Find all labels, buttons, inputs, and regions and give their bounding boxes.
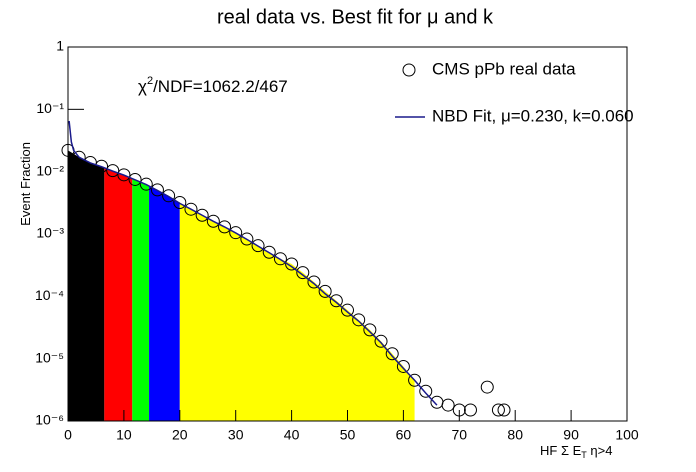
data-point (206, 214, 220, 228)
band (149, 185, 180, 421)
x-tick-label: 60 (396, 427, 412, 443)
data-point (285, 257, 299, 271)
data-point (218, 220, 232, 234)
data-point (173, 196, 187, 210)
x-tick-label: 0 (64, 427, 72, 443)
data-point (262, 245, 276, 259)
data-point (106, 164, 120, 178)
data-point (408, 373, 422, 387)
data-point (128, 172, 142, 186)
data-point (251, 239, 265, 253)
data-point (72, 150, 86, 164)
data-point (229, 226, 243, 240)
data-point (95, 159, 109, 173)
data-point (150, 183, 164, 197)
y-tick-label: 10⁻⁵ (35, 349, 64, 365)
x-tick-label: 80 (507, 427, 523, 443)
y-tick-label: 10⁻⁶ (35, 412, 64, 428)
band (132, 178, 150, 421)
data-point (452, 403, 466, 417)
x-tick-label: 90 (563, 427, 579, 443)
annotation-text: /NDF=1062.2/467 (153, 77, 288, 96)
x-tick-label: 100 (615, 427, 639, 443)
x-label-tail: η>4 (587, 443, 613, 458)
band (104, 167, 133, 421)
data-point (329, 294, 343, 308)
y-tick-label: 10⁻¹ (36, 100, 64, 116)
band (179, 202, 415, 421)
y-tick-label: 1 (56, 38, 64, 54)
data-point (385, 347, 399, 361)
annotation-symbol: χ (138, 77, 147, 96)
annotation: χ2/NDF=1062.2/467 (138, 75, 288, 97)
data-point (491, 403, 505, 417)
data-point (296, 266, 310, 280)
legend-label: NBD Fit, μ=0.230, k=0.060 (432, 106, 634, 125)
x-tick-label: 70 (452, 427, 468, 443)
data-point (184, 202, 198, 216)
x-tick-label: 10 (116, 427, 132, 443)
x-label-sub: T (581, 450, 587, 460)
y-axis-label: Event Fraction (18, 142, 33, 226)
x-axis-label: HF Σ ET η>4 (540, 443, 612, 460)
x-tick-label: 30 (228, 427, 244, 443)
data-point (341, 303, 354, 317)
data-point (363, 323, 377, 337)
legend-label: CMS pPb real data (432, 59, 576, 78)
data-point (480, 380, 494, 394)
data-point (441, 398, 455, 412)
data-point (396, 359, 410, 373)
data-point (195, 208, 209, 222)
data-point (307, 275, 321, 289)
y-tick-label: 10⁻² (36, 162, 64, 178)
data-point (463, 403, 477, 417)
fit-line (68, 120, 438, 406)
data-point (273, 252, 287, 266)
chart-title: real data vs. Best fit for μ and k (217, 6, 494, 28)
annotation-sup: 2 (147, 75, 153, 87)
data-point (497, 403, 511, 417)
x-tick-label: 50 (340, 427, 356, 443)
data-point (318, 284, 332, 298)
data-point (374, 334, 388, 348)
band (68, 150, 105, 421)
legend-marker (402, 63, 416, 77)
data-point (117, 168, 131, 182)
x-tick-label: 40 (284, 427, 300, 443)
data-point (430, 395, 444, 409)
data-point (139, 177, 153, 191)
y-tick-label: 10⁻⁴ (35, 287, 64, 303)
data-point (419, 384, 433, 398)
y-tick-label: 10⁻³ (36, 225, 64, 241)
data-point (352, 313, 366, 327)
data-point (240, 232, 254, 246)
data-point (162, 189, 176, 203)
x-tick-label: 20 (172, 427, 188, 443)
x-label-main: HF Σ E (540, 443, 582, 458)
